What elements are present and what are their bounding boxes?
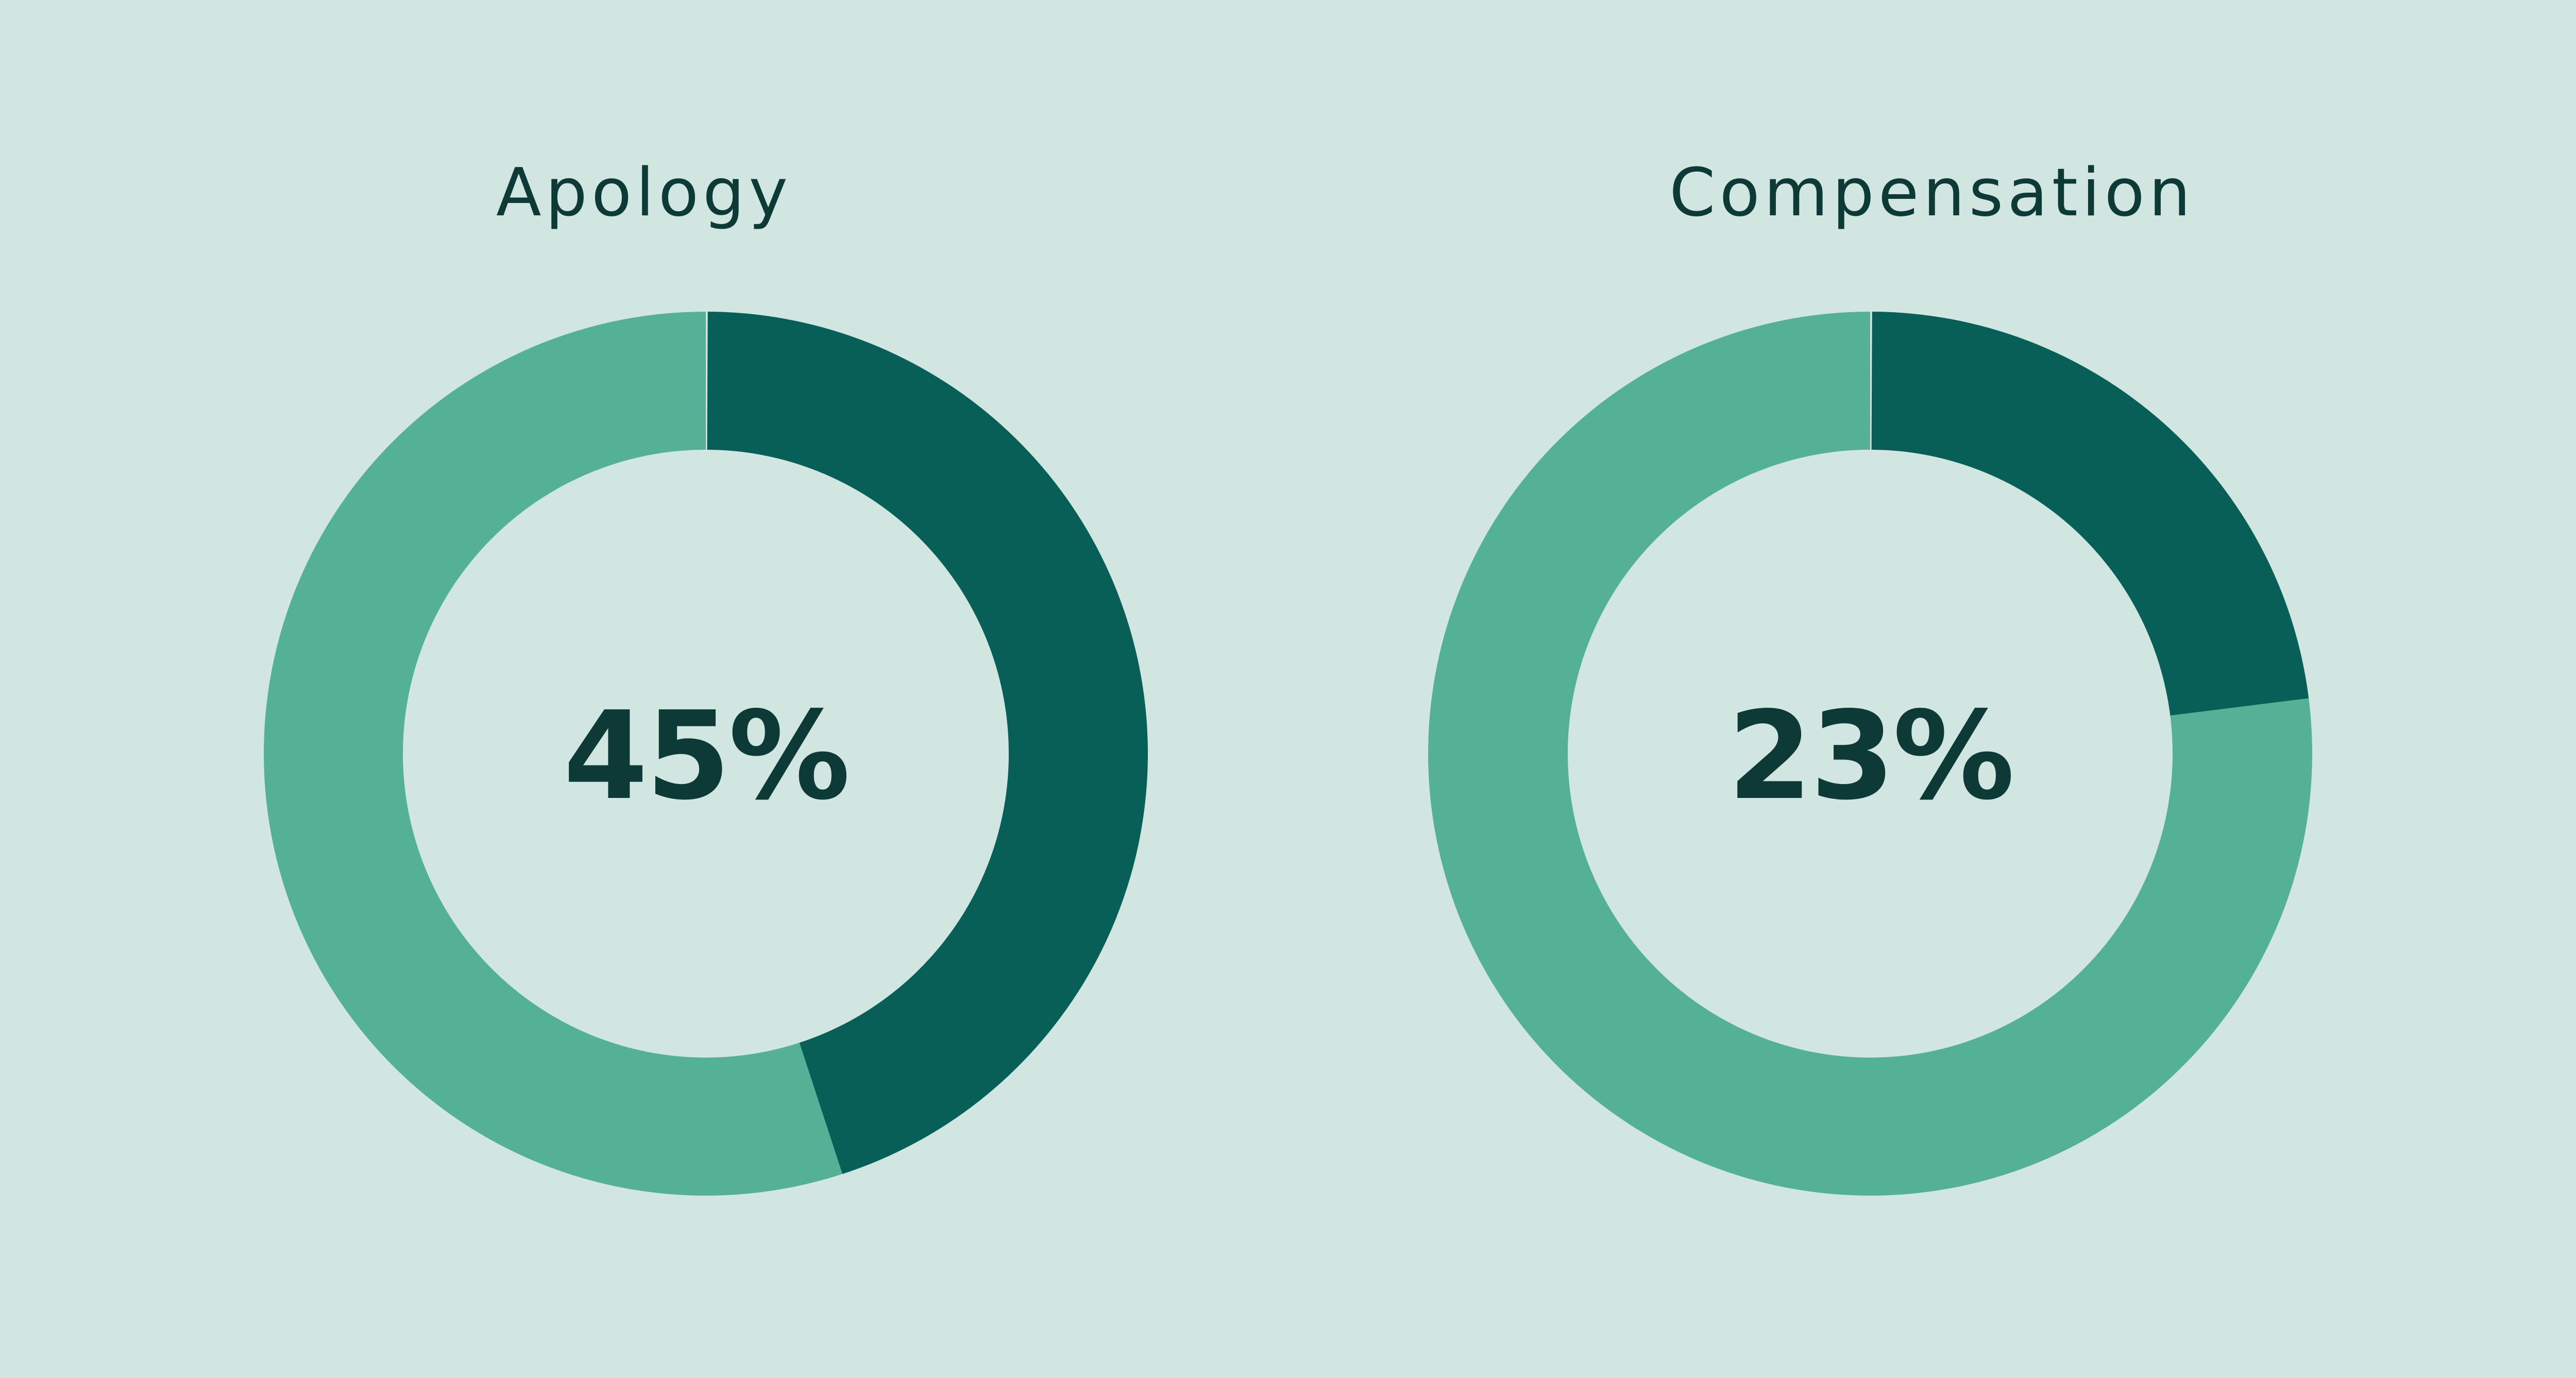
donut-slice-highlight bbox=[1871, 312, 2309, 716]
apology-chart-panel: Apology 45% bbox=[264, 155, 1148, 1196]
apology-donut-chart bbox=[264, 312, 1148, 1196]
compensation-chart-title: Compensation bbox=[1669, 155, 2195, 231]
apology-percentage-label: 45% bbox=[563, 685, 851, 827]
compensation-donut-chart bbox=[1428, 312, 2312, 1196]
compensation-chart-panel: Compensation 23% bbox=[1288, 0, 2576, 1378]
apology-chart-title: Apology bbox=[496, 155, 792, 231]
donut-slice-highlight bbox=[707, 312, 1148, 1175]
compensation-percentage-label: 23% bbox=[1727, 685, 2015, 827]
donut-slice-remainder bbox=[1428, 312, 2312, 1196]
donut-slice-remainder bbox=[264, 312, 843, 1196]
